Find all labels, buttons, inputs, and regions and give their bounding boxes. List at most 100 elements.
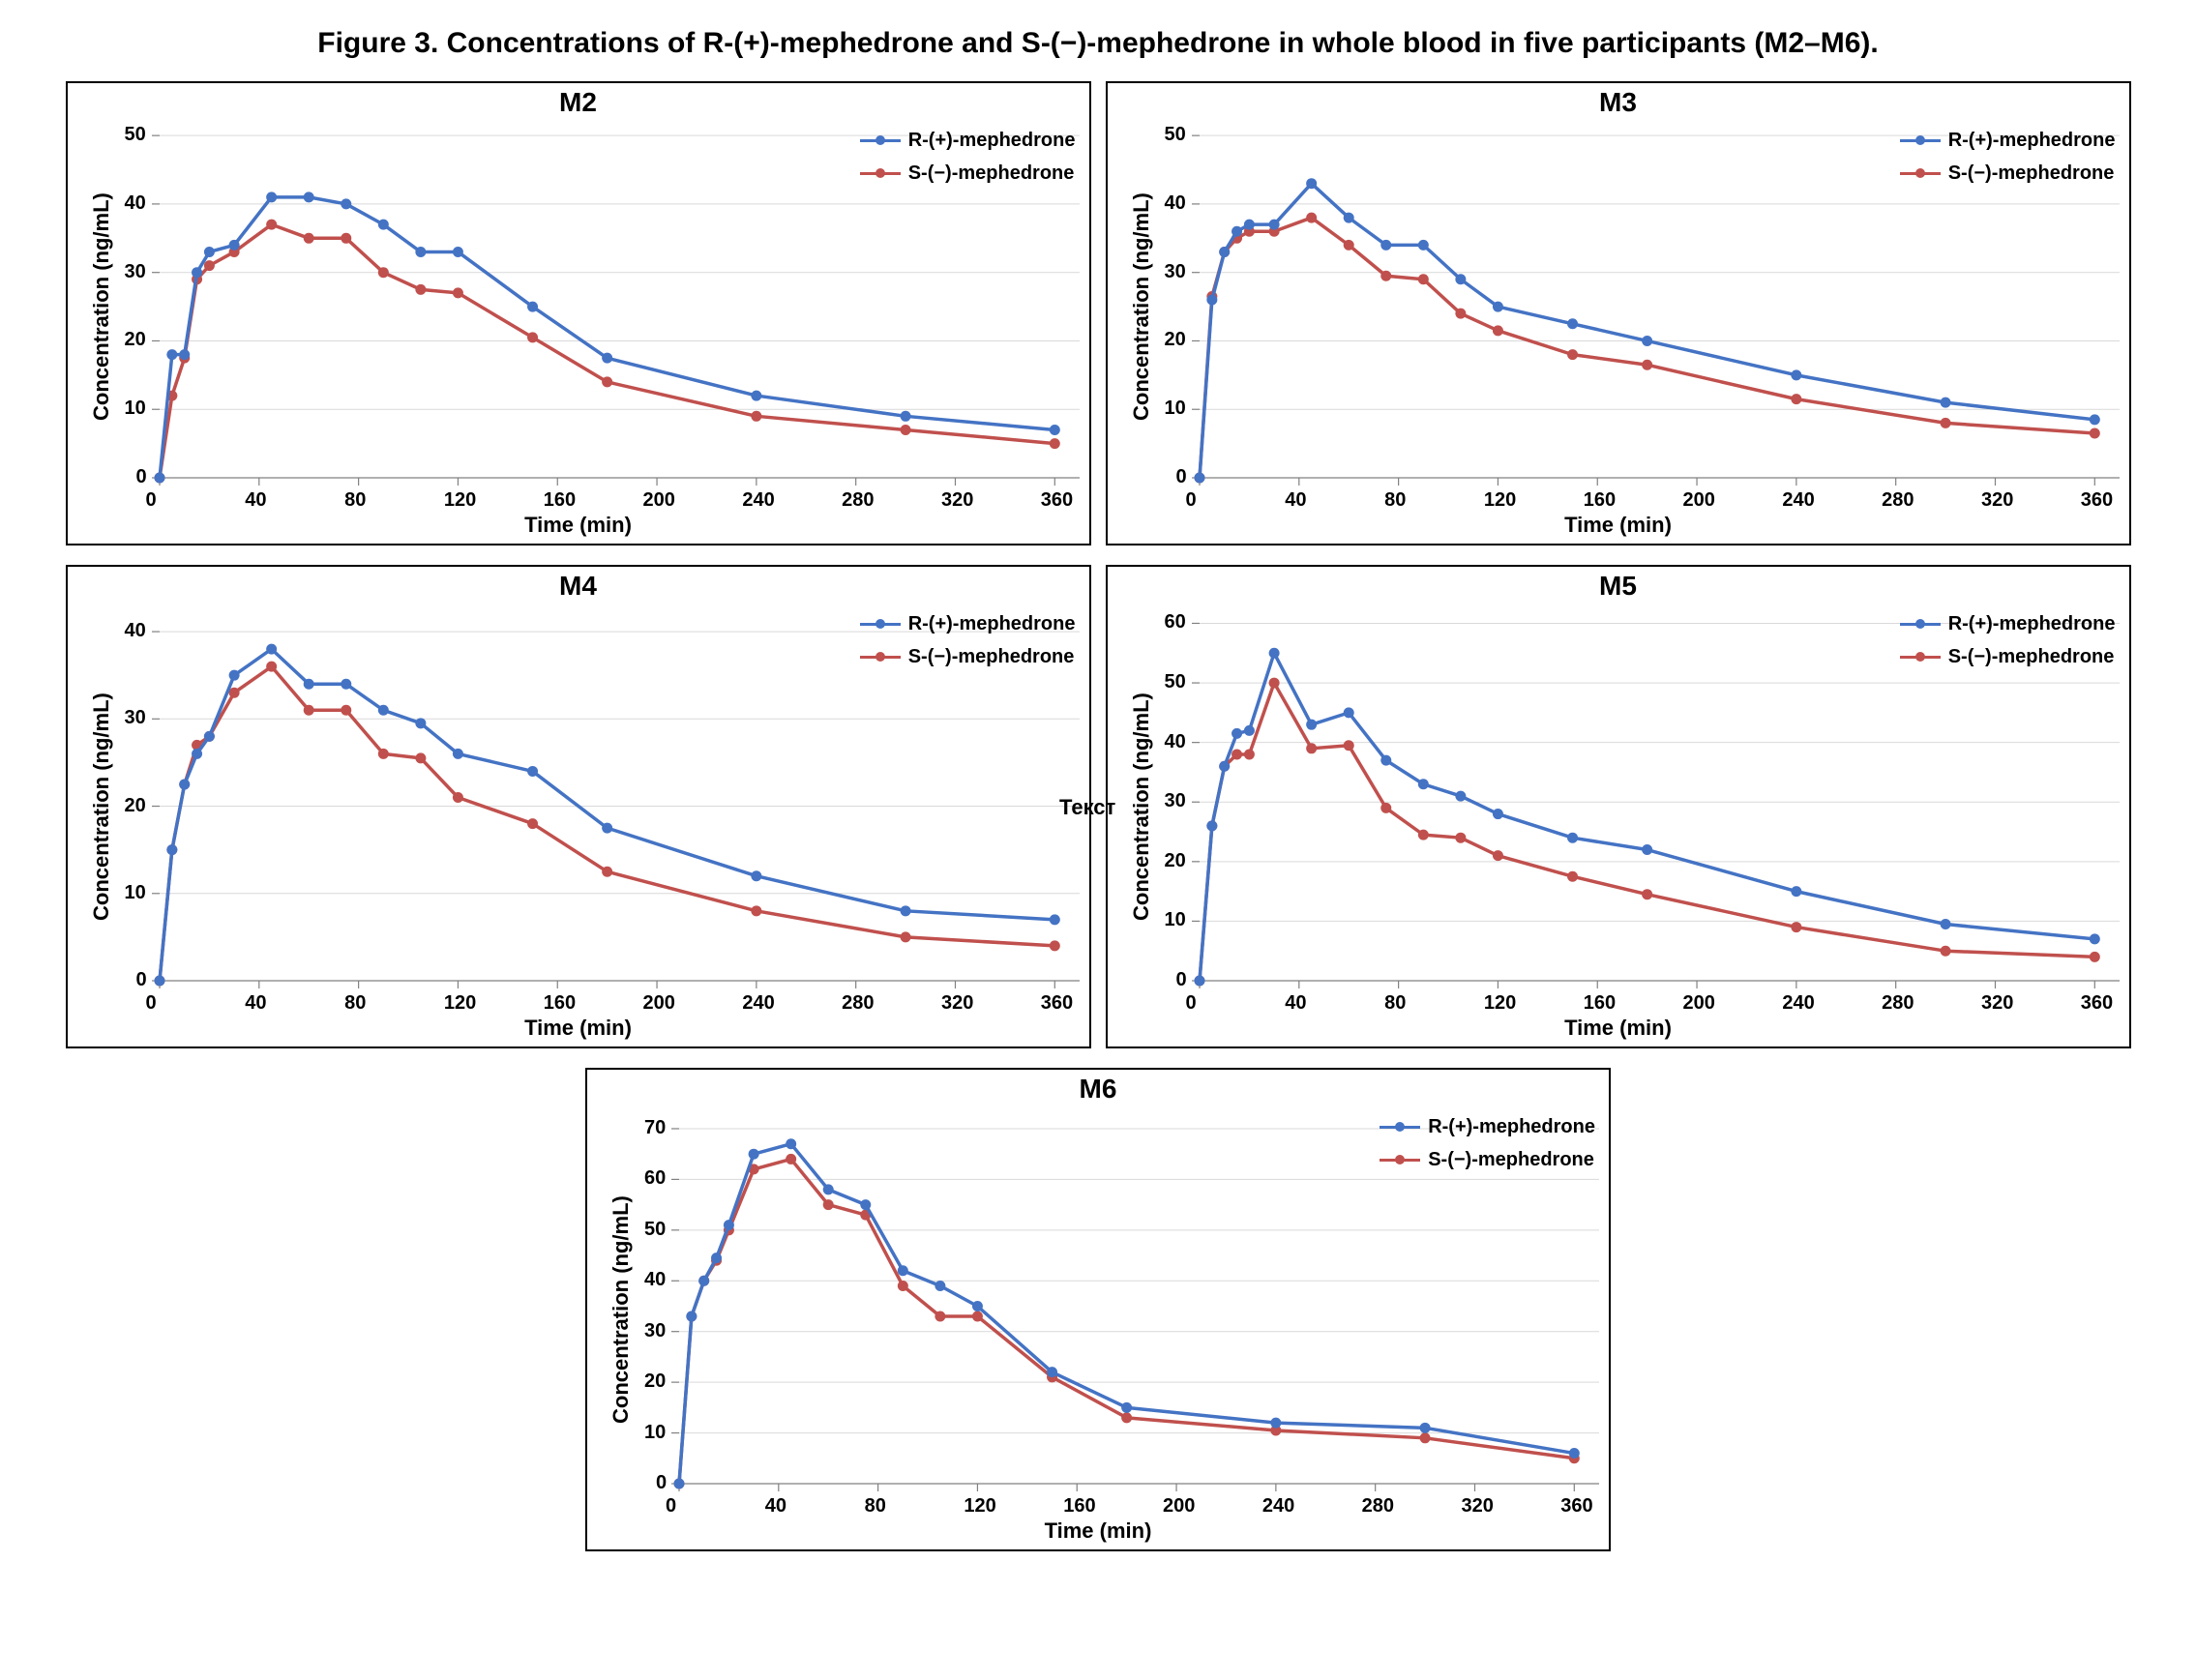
figure-title: Figure 3. Concentrations of R-(+)-mephed… <box>58 27 2138 60</box>
series-s-marker <box>452 287 462 298</box>
series-r-line <box>1200 653 2094 981</box>
series-s-line <box>1200 218 2094 478</box>
legend-s: S-(−)-mephedrone <box>1900 642 2116 671</box>
x-tick-label: 80 <box>344 992 366 1015</box>
legend-r: R-(+)-mephedrone <box>1900 609 2116 638</box>
legend-marker-icon <box>875 168 885 178</box>
y-tick-label: 10 <box>644 1422 664 1444</box>
series-r-marker <box>1492 302 1502 312</box>
x-tick-label: 360 <box>2081 992 2113 1015</box>
x-tick-label: 160 <box>1063 1495 1095 1518</box>
x-tick-label: 160 <box>1584 992 1616 1015</box>
series-s-marker <box>602 867 612 877</box>
series-r-marker <box>1791 886 1801 897</box>
y-tick-label: 0 <box>136 969 144 991</box>
x-tick-label: 320 <box>1981 992 2013 1015</box>
y-tick-label: 0 <box>1176 466 1184 488</box>
y-tick-label: 60 <box>644 1167 664 1190</box>
series-r-marker <box>415 718 426 728</box>
series-r-marker <box>1420 1423 1431 1433</box>
x-tick-label: 0 <box>1186 489 1197 512</box>
series-s-marker <box>203 260 214 271</box>
series-r-marker <box>1268 220 1279 230</box>
series-r-marker <box>1219 761 1230 772</box>
x-tick-label: 320 <box>1981 489 2013 512</box>
x-tick-label: 80 <box>1384 992 1406 1015</box>
series-r-marker <box>377 220 388 230</box>
y-tick-label: 40 <box>1165 731 1184 753</box>
series-r-marker <box>228 670 239 681</box>
series-r-marker <box>1243 220 1254 230</box>
series-r-marker <box>203 731 214 742</box>
x-tick-label: 200 <box>643 992 675 1015</box>
x-tick-label: 160 <box>1584 489 1616 512</box>
y-tick-label: 0 <box>656 1472 664 1494</box>
series-s-marker <box>1049 940 1059 951</box>
series-r-marker <box>2089 933 2099 944</box>
x-tick-label: 240 <box>742 992 774 1015</box>
series-r-marker <box>1206 295 1217 306</box>
panel-wrap-m3: M3Concentration (ng/mL)Time (min)R-(+)-m… <box>1106 81 2131 565</box>
series-r-marker <box>166 349 177 360</box>
series-r-marker <box>1492 809 1502 819</box>
panel-wrap-m2: M2Concentration (ng/mL)Time (min)R-(+)-m… <box>66 81 1091 565</box>
x-tick-label: 360 <box>1041 489 1073 512</box>
series-s-marker <box>341 705 351 716</box>
legend-swatch <box>1380 1126 1420 1129</box>
series-s-marker <box>751 411 761 422</box>
series-s-marker <box>1417 830 1428 840</box>
series-s-marker <box>2089 952 2099 962</box>
series-r-marker <box>1417 779 1428 789</box>
series-r-marker <box>1791 369 1801 380</box>
legend-marker-icon <box>1915 619 1925 629</box>
series-r-marker <box>1380 755 1391 766</box>
x-tick-label: 120 <box>444 489 476 512</box>
x-tick-label: 200 <box>1683 992 1715 1015</box>
x-tick-label: 80 <box>344 489 366 512</box>
legend-marker-icon <box>1395 1122 1405 1132</box>
x-tick-label: 0 <box>146 489 157 512</box>
y-tick-label: 40 <box>125 192 144 215</box>
x-tick-label: 360 <box>1560 1495 1592 1518</box>
y-tick-label: 10 <box>125 398 144 420</box>
series-s-marker <box>1455 833 1466 843</box>
series-s-marker <box>228 688 239 698</box>
series-s-marker <box>266 220 277 230</box>
series-s-marker <box>1642 889 1652 899</box>
series-r-marker <box>1306 178 1317 189</box>
legend-label: S-(−)-mephedrone <box>1428 1145 1594 1174</box>
series-s-marker <box>898 1281 908 1291</box>
series-r-marker <box>1343 213 1353 223</box>
series-s-marker <box>1791 922 1801 932</box>
series-s-marker <box>1306 213 1317 223</box>
y-tick-label: 60 <box>1165 611 1184 634</box>
x-tick-label: 320 <box>941 992 973 1015</box>
series-r-marker <box>1206 820 1217 831</box>
series-r-marker <box>303 679 313 690</box>
panel-wrap-m5: M5Concentration (ng/mL)Time (min)R-(+)-m… <box>1106 565 2131 1068</box>
series-s-marker <box>1567 871 1578 882</box>
series-r-marker <box>203 247 214 257</box>
legend-label: S-(−)-mephedrone <box>1948 159 2115 188</box>
series-s-marker <box>972 1311 983 1321</box>
series-r-marker <box>266 644 277 655</box>
x-tick-label: 120 <box>964 1495 995 1518</box>
series-s-line <box>160 224 1054 478</box>
panel-wrap-m6: M6Concentration (ng/mL)Time (min)R-(+)-m… <box>585 1068 1611 1571</box>
legend-label: R-(+)-mephedrone <box>1948 126 2116 155</box>
series-r-marker <box>786 1138 796 1149</box>
legend-marker-icon <box>875 652 885 662</box>
series-r-marker <box>602 823 612 834</box>
series-s-marker <box>1380 271 1391 281</box>
y-tick-label: 50 <box>1165 671 1184 693</box>
series-s-marker <box>377 749 388 759</box>
x-tick-label: 0 <box>146 992 157 1015</box>
series-s-marker <box>602 376 612 387</box>
series-r-marker <box>1642 844 1652 855</box>
series-r-marker <box>935 1281 945 1291</box>
x-tick-label: 40 <box>1285 992 1306 1015</box>
legend-label: R-(+)-mephedrone <box>908 126 1076 155</box>
series-r-marker <box>154 473 164 484</box>
series-r-marker <box>1121 1402 1132 1413</box>
series-r-marker <box>1232 728 1242 739</box>
